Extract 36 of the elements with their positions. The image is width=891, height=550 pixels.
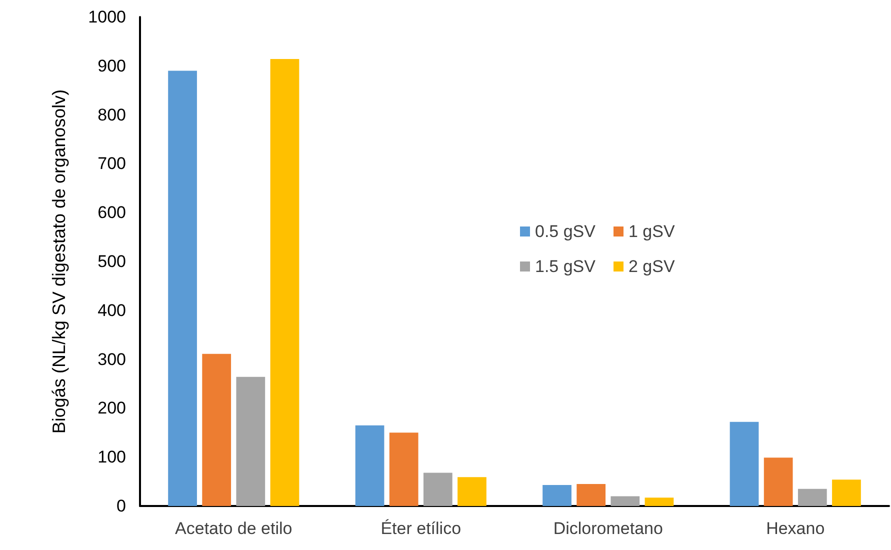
bar bbox=[798, 488, 827, 506]
legend-label: 2 gSV bbox=[628, 257, 676, 276]
legend-label: 1 gSV bbox=[628, 222, 676, 241]
y-tick-label: 0 bbox=[116, 496, 126, 516]
y-tick-label: 200 bbox=[98, 398, 126, 418]
bar bbox=[355, 425, 384, 506]
y-tick-label: 500 bbox=[98, 252, 126, 271]
bar bbox=[576, 484, 606, 506]
y-tick-label: 100 bbox=[98, 448, 126, 467]
x-tick-label: Hexano bbox=[766, 519, 825, 538]
x-tick-label: Acetato de etilo bbox=[175, 519, 292, 538]
bar bbox=[458, 477, 486, 506]
y-axis-title: Biogás (NL/kg SV digestato de organosolv) bbox=[49, 89, 69, 434]
x-tick-label: Diclorometano bbox=[553, 519, 663, 538]
y-tick-label: 300 bbox=[98, 350, 126, 369]
legend-label: 1.5 gSV bbox=[535, 257, 596, 276]
bar bbox=[423, 472, 452, 506]
y-tick-label: 900 bbox=[98, 56, 126, 76]
bar bbox=[168, 70, 197, 506]
y-tick-label: 400 bbox=[98, 300, 126, 320]
bar bbox=[764, 458, 793, 506]
y-tick-label: 600 bbox=[98, 203, 126, 222]
y-tick-label: 1000 bbox=[88, 8, 126, 26]
bar bbox=[202, 354, 232, 506]
y-tick-label: 800 bbox=[98, 105, 126, 124]
bar bbox=[236, 376, 266, 506]
bar bbox=[270, 59, 300, 506]
bar bbox=[389, 432, 418, 506]
bar bbox=[644, 498, 674, 506]
bar bbox=[832, 480, 861, 506]
bar bbox=[610, 496, 640, 506]
x-tick-label: Éter etílico bbox=[380, 519, 462, 538]
bar bbox=[542, 484, 572, 506]
legend-label: 0.5 gSV bbox=[535, 222, 596, 241]
y-tick-label: 700 bbox=[98, 154, 126, 174]
bar bbox=[730, 422, 759, 506]
